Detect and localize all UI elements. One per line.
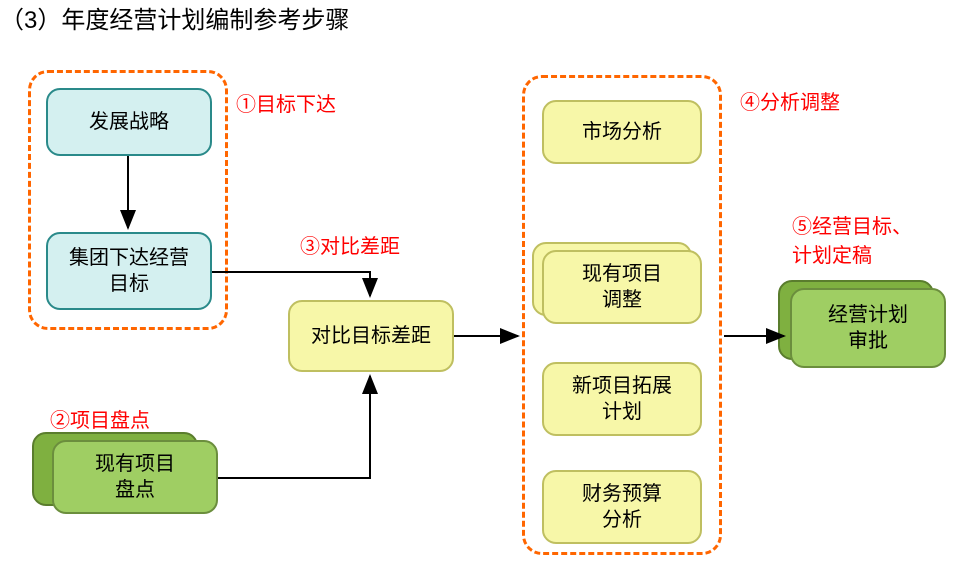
page-title: （3）年度经营计划编制参考步骤 bbox=[0, 0, 349, 35]
box-compare-gap: 对比目标差距 bbox=[288, 300, 454, 372]
box-existing-adjust: 现有项目 调整 bbox=[542, 250, 702, 324]
label-5: ⑤经营目标、 计划定稿 bbox=[792, 210, 912, 268]
box-plan-approval: 经营计划 审批 bbox=[790, 288, 946, 368]
box-new-project: 新项目拓展 计划 bbox=[542, 362, 702, 436]
label-2: ②项目盘点 bbox=[50, 404, 150, 433]
box-budget-analysis: 财务预算 分析 bbox=[542, 470, 702, 544]
label-1: ①目标下达 bbox=[236, 88, 336, 117]
box-existing-inventory: 现有项目 盘点 bbox=[52, 440, 218, 514]
box-strategy: 发展战略 bbox=[46, 88, 212, 156]
box-market-analysis: 市场分析 bbox=[542, 100, 702, 164]
label-4: ④分析调整 bbox=[740, 86, 840, 115]
label-3: ③对比差距 bbox=[300, 230, 400, 259]
box-group-target: 集团下达经营 目标 bbox=[46, 232, 212, 310]
